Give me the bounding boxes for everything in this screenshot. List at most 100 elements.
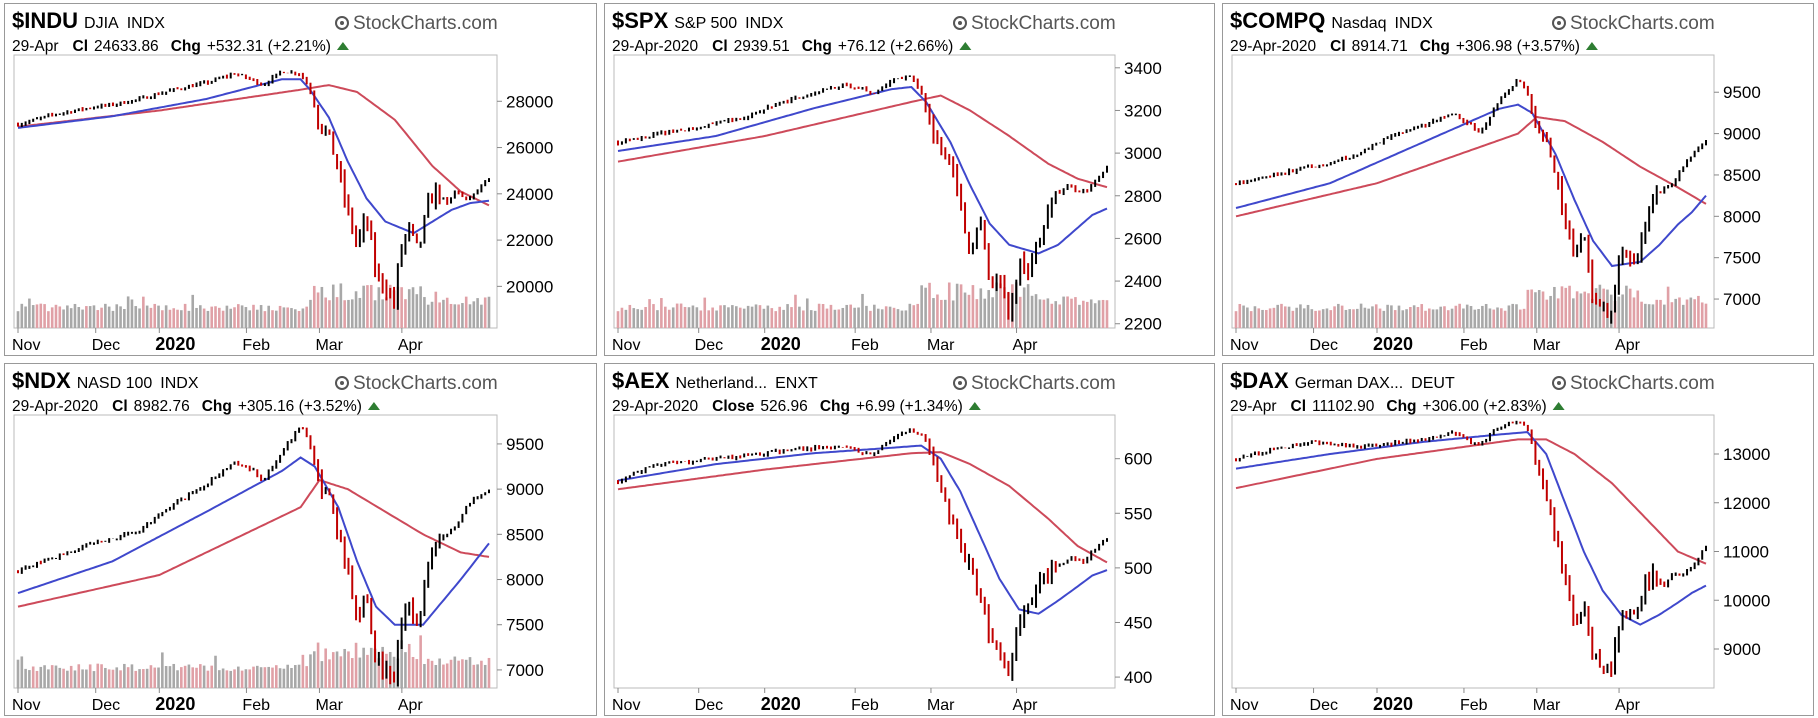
volume-bar (472, 664, 476, 688)
volume-bar (31, 305, 35, 328)
index-name: NASD 100 (77, 375, 153, 392)
volume-bar (77, 664, 81, 688)
volume-bar (229, 670, 233, 688)
x-tick-label: 2020 (155, 694, 195, 714)
volume-bar (187, 310, 191, 328)
volume-bar (126, 667, 130, 688)
x-tick-label: 2020 (1373, 334, 1413, 354)
volume-bar (1321, 309, 1325, 328)
volume-bar (328, 659, 331, 688)
volume-bar (1704, 303, 1708, 328)
volume-bar (1587, 293, 1590, 328)
x-tick-label: Feb (242, 337, 270, 354)
volume-bar (316, 292, 320, 328)
volume-bar (1685, 299, 1689, 328)
y-tick-label: 13000 (1723, 445, 1770, 464)
volume-bar (362, 285, 365, 328)
volume-bar (1344, 309, 1348, 328)
volume-bar (1659, 299, 1662, 328)
volume-bar (644, 307, 647, 328)
volume-bar (449, 659, 453, 688)
volume-bar (358, 657, 362, 688)
close-label: Cl (1291, 398, 1307, 415)
volume-bar (802, 310, 805, 328)
volume-bar (1572, 298, 1575, 328)
volume-bar (1553, 286, 1556, 328)
volume-bar (472, 301, 476, 328)
volume-bar (853, 307, 856, 328)
y-tick-label: 7000 (1723, 290, 1761, 309)
date: 29-Apr (1230, 398, 1277, 415)
index-name: DJIA (84, 15, 119, 32)
volume-bar (415, 294, 419, 328)
date: 29-Apr-2020 (612, 398, 699, 415)
copyright-icon-dot (1557, 381, 1561, 385)
volume-bar (1556, 298, 1560, 328)
volume-bar (928, 282, 931, 328)
x-tick-label: Apr (398, 697, 424, 714)
volume-bar (293, 309, 297, 328)
volume-bar (468, 657, 472, 688)
volume-bar (1560, 286, 1564, 328)
copyright-icon (335, 16, 349, 30)
volume-bar (1026, 284, 1030, 328)
volume-bar (999, 283, 1002, 328)
volume-bar (278, 305, 282, 328)
plot-frame (13, 414, 498, 689)
volume-bar (366, 285, 369, 328)
volume-bar (206, 670, 210, 688)
change-value: +6.99 (+1.34%) (856, 398, 963, 415)
change-value: +76.12 (+2.66%) (838, 38, 953, 55)
volume-bar (305, 306, 308, 328)
volume-bar (1280, 303, 1283, 328)
volume-bar (85, 306, 88, 328)
y-tick-label: 600 (1124, 450, 1152, 469)
x-tick-label: 2020 (761, 334, 801, 354)
y-tick-label: 2200 (1124, 315, 1162, 334)
x-tick-label: Nov (1230, 337, 1258, 354)
volume-bar (145, 668, 149, 688)
volume-bar (377, 287, 381, 328)
volume-bar (1386, 304, 1389, 328)
volume-bar (707, 310, 711, 328)
volume-bar (172, 663, 176, 688)
volume-bar (343, 300, 346, 328)
volume-bar (107, 669, 111, 688)
volume-bar (1089, 299, 1093, 328)
volume-bar (149, 307, 153, 328)
volume-bar (1310, 309, 1314, 328)
x-tick-label: Dec (92, 697, 120, 714)
volume-bar (1355, 308, 1359, 328)
close-label: Close (712, 398, 755, 415)
volume-bar (1655, 299, 1659, 328)
volume-bar (69, 665, 73, 688)
volume-bar (1078, 304, 1081, 328)
volume-bar (1564, 287, 1568, 328)
volume-bar (1333, 306, 1336, 328)
volume-bar (1636, 290, 1640, 328)
close-value: 526.96 (760, 398, 807, 415)
volume-bar (880, 309, 884, 328)
volume-bar (920, 285, 923, 328)
volume-bar (16, 659, 20, 688)
x-tick-label: Mar (1533, 337, 1561, 354)
volume-bar (377, 658, 381, 688)
change-label: Chg (1386, 398, 1416, 415)
volume-bar (244, 307, 248, 328)
ma-50-line (617, 444, 1108, 615)
volume-bar (221, 310, 225, 328)
volume-bar (1371, 306, 1374, 328)
volume-bar (1401, 310, 1405, 328)
volume-bar (347, 299, 350, 328)
volume-bar (640, 309, 643, 328)
volume-bar (1500, 308, 1503, 328)
volume-bar (35, 304, 39, 328)
ma-200-line (1235, 438, 1707, 565)
volume-bar (366, 654, 369, 688)
volume-bar (1484, 303, 1488, 328)
volume-bar (1390, 305, 1393, 328)
volume-bar (278, 668, 282, 688)
volume-bar (320, 661, 324, 688)
volume-bar (183, 303, 187, 328)
volume-bar (746, 305, 750, 328)
